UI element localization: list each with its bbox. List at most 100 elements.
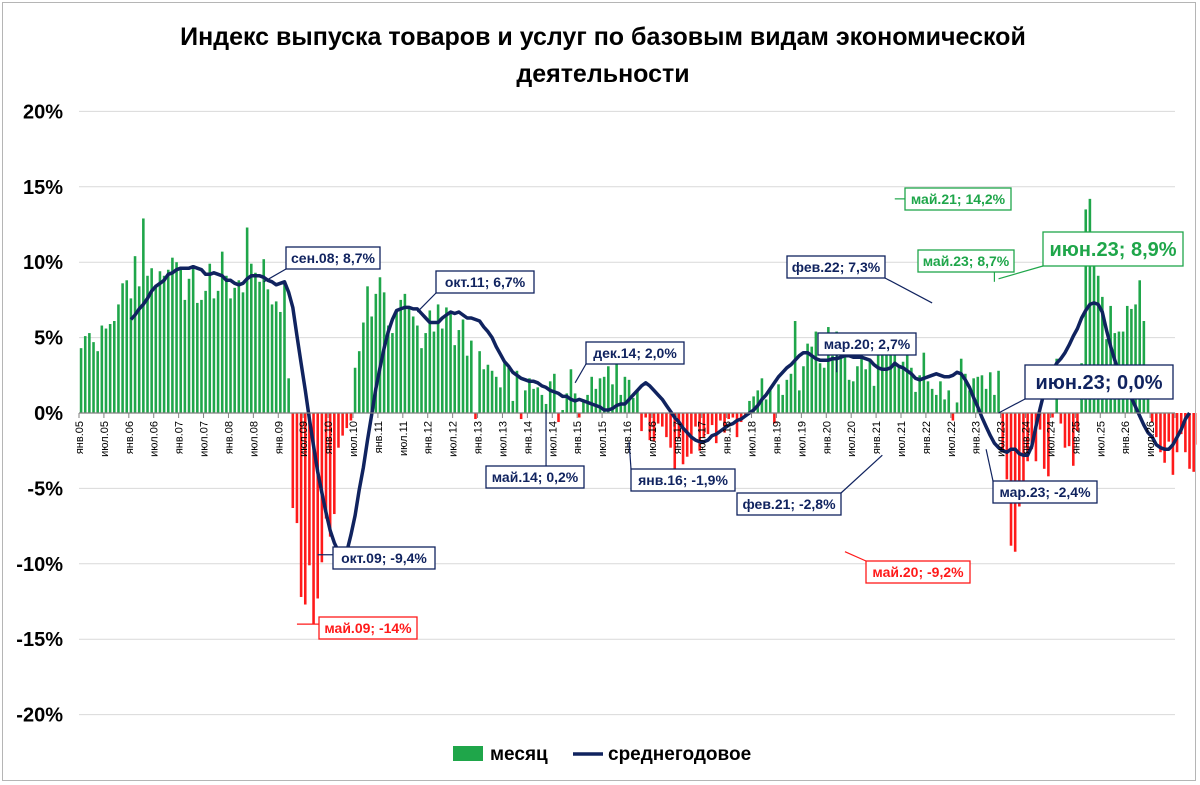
- callout-leader: [574, 363, 587, 384]
- month-bar: [1022, 413, 1025, 486]
- month-bar: [905, 354, 909, 413]
- month-bar: [881, 346, 884, 413]
- month-bar: [1188, 413, 1191, 469]
- x-tick-label: июл.12: [448, 421, 460, 457]
- month-bar: [225, 275, 228, 413]
- month-bar: [279, 311, 282, 413]
- month-bar: [1092, 251, 1096, 413]
- x-tick-label: янв.10: [323, 421, 335, 454]
- month-bar: [648, 413, 652, 441]
- month-bar: [752, 396, 755, 413]
- x-tick-label: июл.05: [99, 421, 111, 457]
- month-bar: [652, 413, 656, 442]
- month-bar: [387, 325, 390, 413]
- month-bar: [1072, 413, 1075, 466]
- month-bar: [274, 301, 278, 413]
- month-bar: [519, 413, 523, 420]
- month-bar: [607, 366, 610, 413]
- month-bar: [96, 351, 99, 413]
- month-bar: [457, 330, 461, 413]
- month-bar: [166, 269, 170, 413]
- x-tick-label: июл.16: [647, 421, 659, 457]
- month-bar: [856, 366, 859, 413]
- month-bar: [303, 413, 307, 605]
- y-tick-label: -5%: [27, 478, 63, 500]
- month-bar: [399, 299, 403, 413]
- month-bar: [714, 413, 718, 444]
- month-bar: [175, 262, 178, 413]
- x-tick-label: июл.18: [747, 421, 759, 457]
- callout-label: май.14; 0,2%: [492, 469, 579, 485]
- x-tick-label: июл.09: [298, 421, 310, 457]
- month-bar: [644, 413, 647, 418]
- month-bar: [461, 319, 465, 413]
- month-bar: [337, 413, 340, 448]
- month-bar: [727, 413, 730, 420]
- month-bar: [524, 390, 527, 413]
- month-bar: [860, 345, 863, 413]
- month-bar: [411, 316, 415, 413]
- month-bar: [839, 339, 843, 413]
- month-bar: [341, 413, 344, 436]
- month-bar: [561, 409, 564, 413]
- month-bar: [125, 280, 129, 413]
- callout-label: мар.23; -2,4%: [999, 484, 1091, 500]
- legend-bar-label: месяц: [490, 744, 548, 765]
- month-bar: [602, 376, 606, 413]
- x-tick-label: июл.06: [149, 421, 161, 457]
- month-bar: [154, 284, 158, 413]
- x-tick-label: янв.14: [522, 421, 534, 454]
- month-bar: [187, 278, 191, 413]
- month-bar: [511, 400, 515, 413]
- month-bar: [445, 307, 448, 413]
- x-tick-label: янв.18: [722, 421, 734, 454]
- month-bar: [150, 268, 153, 413]
- month-bar: [768, 387, 772, 413]
- month-bar: [254, 272, 257, 413]
- month-bar: [237, 280, 241, 413]
- callout-box: [630, 468, 736, 492]
- y-tick-label: -10%: [16, 554, 63, 576]
- y-tick-label: 5%: [34, 328, 63, 350]
- chart-title-line-1: Индекс выпуска товаров и услуг по базовы…: [180, 23, 1026, 51]
- callout-leader: [263, 268, 287, 283]
- callout-box: [786, 255, 886, 279]
- month-bar: [822, 367, 826, 413]
- month-bar: [993, 394, 996, 413]
- y-tick-label: 0%: [34, 403, 63, 425]
- month-bar: [831, 355, 834, 413]
- month-bar: [997, 370, 1000, 413]
- average-line-path: [129, 264, 1191, 557]
- month-bar: [814, 331, 818, 413]
- x-tick-label: янв.09: [273, 421, 285, 454]
- month-bar: [926, 381, 930, 413]
- x-tick-label: янв.19: [771, 421, 783, 454]
- month-bar: [764, 399, 768, 413]
- month-bar: [1192, 413, 1195, 472]
- month-bar: [316, 413, 319, 599]
- month-bar: [694, 413, 697, 427]
- month-bar: [1059, 413, 1063, 424]
- month-bar: [577, 413, 581, 418]
- month-bar: [1096, 275, 1100, 413]
- month-bar: [590, 376, 593, 413]
- month-bar: [847, 379, 851, 413]
- month-bar: [851, 381, 855, 413]
- month-bar: [777, 384, 780, 413]
- month-bar: [494, 376, 498, 413]
- month-bar: [1051, 413, 1054, 418]
- month-bar: [872, 385, 876, 413]
- month-bar: [1038, 413, 1042, 430]
- callout-leader: [840, 454, 883, 494]
- month-bar: [287, 378, 290, 413]
- month-bar: [245, 227, 249, 413]
- month-bar: [1018, 413, 1021, 507]
- month-bar: [499, 387, 502, 413]
- month-bar: [876, 351, 880, 413]
- month-bar: [868, 358, 872, 413]
- month-bar: [636, 390, 639, 413]
- month-bar: [802, 366, 805, 413]
- callout-label: июн.23; 0,0%: [1035, 372, 1162, 394]
- month-bar: [250, 263, 253, 413]
